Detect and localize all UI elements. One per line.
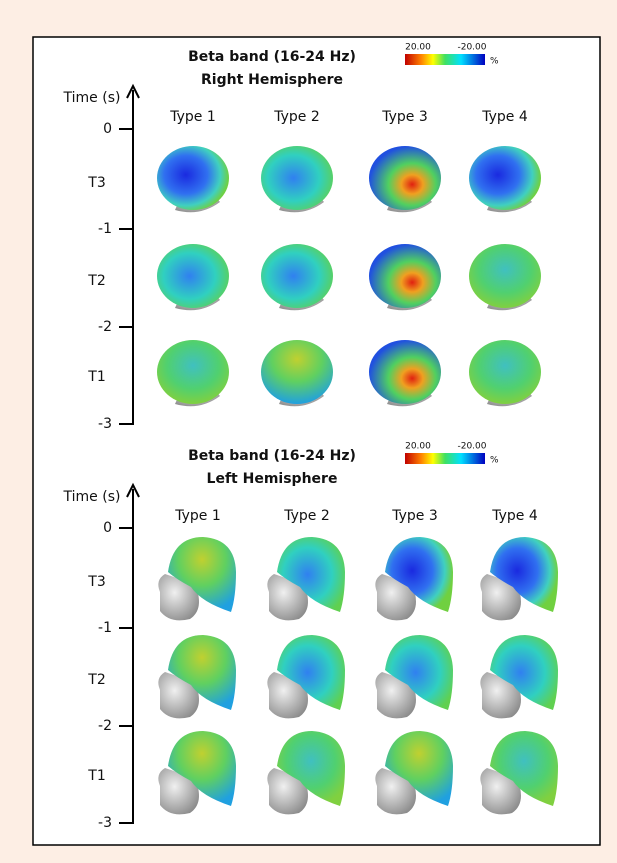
- scalp-map: [469, 244, 541, 308]
- type-label: Type 3: [391, 508, 438, 524]
- head-map: [157, 146, 229, 213]
- tick-label: -2: [98, 319, 112, 335]
- scalp-map: [261, 340, 333, 404]
- head-map: [469, 244, 541, 311]
- scalp-map: [490, 537, 558, 612]
- colorbar-unit: %: [490, 57, 499, 67]
- head-map: [267, 635, 345, 719]
- head-map: [480, 537, 558, 621]
- head-map: [261, 146, 333, 213]
- scalp-map: [385, 635, 453, 710]
- head-map: [267, 731, 345, 815]
- tick-label: -3: [98, 416, 112, 432]
- period-label: T2: [87, 672, 105, 688]
- tick-label: -1: [98, 221, 112, 237]
- head-map: [369, 340, 441, 407]
- tick-label: 0: [103, 520, 112, 536]
- scalp-map: [369, 340, 441, 404]
- scalp-map: [385, 731, 453, 806]
- scalp-map: [168, 731, 236, 806]
- head-map: [375, 537, 453, 621]
- tick-label: 0: [103, 121, 112, 137]
- head-map: [158, 731, 236, 815]
- period-label: T3: [87, 175, 105, 191]
- head-map: [157, 340, 229, 407]
- colorbar-min: -20.00: [457, 43, 486, 53]
- scalp-map: [277, 731, 345, 806]
- scalp-map: [168, 635, 236, 710]
- colorbar-min: -20.00: [457, 442, 486, 452]
- axis-arrow: [126, 482, 140, 498]
- scalp-map: [168, 537, 236, 612]
- scalp-map: [469, 146, 541, 210]
- head-map: [158, 537, 236, 621]
- colorbar-unit: %: [490, 456, 499, 466]
- head-map: [267, 537, 345, 621]
- head-map: [469, 146, 541, 213]
- type-label: Type 1: [169, 109, 216, 125]
- head-map: [261, 244, 333, 311]
- axis-arrow: [126, 83, 140, 99]
- type-label: Type 4: [481, 109, 528, 125]
- scalp-map: [157, 340, 229, 404]
- type-label: Type 3: [381, 109, 428, 125]
- scalp-map: [157, 146, 229, 210]
- scalp-map: [157, 244, 229, 308]
- panel-title: Beta band (16-24 Hz): [188, 49, 356, 65]
- period-label: T1: [87, 369, 105, 385]
- tick-label: -1: [98, 620, 112, 636]
- head-map: [480, 731, 558, 815]
- axis-label: Time (s): [63, 489, 121, 505]
- period-label: T2: [87, 273, 105, 289]
- panel-title: Beta band (16-24 Hz): [188, 448, 356, 464]
- axis-label: Time (s): [63, 90, 121, 106]
- type-label: Type 2: [273, 109, 320, 125]
- head-map: [261, 340, 333, 407]
- content: Beta band (16-24 Hz) Right Hemisphere 20.0…: [63, 43, 558, 831]
- colorbar-max: 20.00: [405, 442, 431, 452]
- head-map: [157, 244, 229, 311]
- scalp-map: [369, 244, 441, 308]
- tick-label: -2: [98, 718, 112, 734]
- type-label: Type 4: [491, 508, 538, 524]
- scalp-map: [490, 731, 558, 806]
- panel-subtitle: Left Hemisphere: [207, 471, 338, 487]
- scalp-map: [490, 635, 558, 710]
- head-map: [469, 340, 541, 407]
- head-map: [375, 635, 453, 719]
- tick-label: -3: [98, 815, 112, 831]
- period-label: T3: [87, 574, 105, 590]
- colorbar: [405, 453, 485, 464]
- scalp-map: [277, 635, 345, 710]
- scalp-map: [385, 537, 453, 612]
- period-label: T1: [87, 768, 105, 784]
- panel-subtitle: Right Hemisphere: [201, 72, 343, 88]
- colorbar: [405, 54, 485, 65]
- scalp-map: [369, 146, 441, 210]
- type-label: Type 1: [174, 508, 221, 524]
- type-label: Type 2: [283, 508, 330, 524]
- head-map: [158, 635, 236, 719]
- head-map: [369, 244, 441, 311]
- scalp-map: [261, 146, 333, 210]
- scalp-map: [261, 244, 333, 308]
- head-map: [369, 146, 441, 213]
- head-map: [375, 731, 453, 815]
- scalp-map: [277, 537, 345, 612]
- scalp-map: [469, 340, 541, 404]
- colorbar-max: 20.00: [405, 43, 431, 53]
- head-map: [480, 635, 558, 719]
